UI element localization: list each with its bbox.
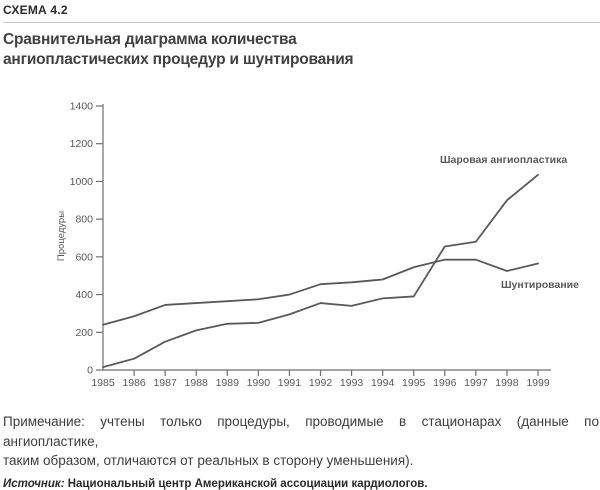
x-tick-label: 1996 (433, 377, 457, 389)
page: СХЕМА 4.2 Сравнительная диаграмма количе… (3, 3, 600, 490)
x-tick-label: 1992 (309, 377, 333, 389)
x-tick-label: 1988 (185, 377, 209, 389)
x-tick-label: 1999 (526, 377, 550, 389)
x-tick-label: 1989 (216, 377, 240, 389)
y-tick-label: 1400 (70, 101, 94, 113)
figure-title: Сравнительная диаграмма количества ангио… (3, 30, 598, 70)
figure-title-line2: ангиопластических процедур и шунтировани… (3, 51, 354, 68)
series-label-angioplasty: Шаровая ангиопластика (440, 154, 567, 166)
source-label: Источник: (3, 477, 68, 490)
x-tick-label: 1991 (278, 377, 302, 389)
y-tick-label: 600 (75, 251, 93, 263)
x-tick-label: 1994 (371, 377, 395, 389)
y-axis-title: Процедуры (56, 211, 67, 261)
x-tick-label: 1993 (340, 377, 364, 389)
y-tick-label: 200 (75, 327, 93, 339)
y-tick-label: 400 (75, 289, 93, 301)
x-tick-label: 1997 (464, 377, 488, 389)
source-text: Национальный центр Американской ассоциац… (67, 477, 428, 490)
series-line-bypass (102, 258, 539, 326)
y-tick-label: 0 (87, 365, 93, 377)
footnote: Примечание: учтены только процедуры, про… (3, 412, 599, 471)
line-chart: 0 200 400 600 800 1000 1200 1400 1985 1986 1987 198… (56, 101, 579, 390)
y-tick-label: 1200 (70, 138, 94, 150)
footnote-line1: Примечание: учтены только процедуры, про… (3, 414, 599, 449)
footnote-line2: таким образом, отличаются от реальных в … (3, 453, 414, 468)
series-label-bypass: Шунтирование (501, 279, 579, 291)
figure-title-line1: Сравнительная диаграмма количества (3, 31, 297, 48)
source-line: Источник: Национальный центр Американско… (3, 478, 598, 490)
chart-area: 0 200 400 600 800 1000 1200 1400 1985 1986 1987 198… (3, 89, 598, 401)
x-tick-label: 1986 (122, 377, 146, 389)
y-tick-label: 800 (75, 214, 93, 226)
x-tick-label: 1990 (247, 377, 271, 389)
x-tick-label: 1985 (91, 377, 115, 389)
y-tick-label: 1000 (70, 176, 94, 188)
x-tick-label: 1998 (495, 377, 519, 389)
x-tick-label: 1995 (402, 377, 426, 389)
scheme-label: СХЕМА 4.2 (3, 3, 68, 17)
header-rule (3, 22, 600, 23)
x-tick-label: 1987 (153, 377, 177, 389)
series-line-angioplasty (102, 173, 539, 369)
